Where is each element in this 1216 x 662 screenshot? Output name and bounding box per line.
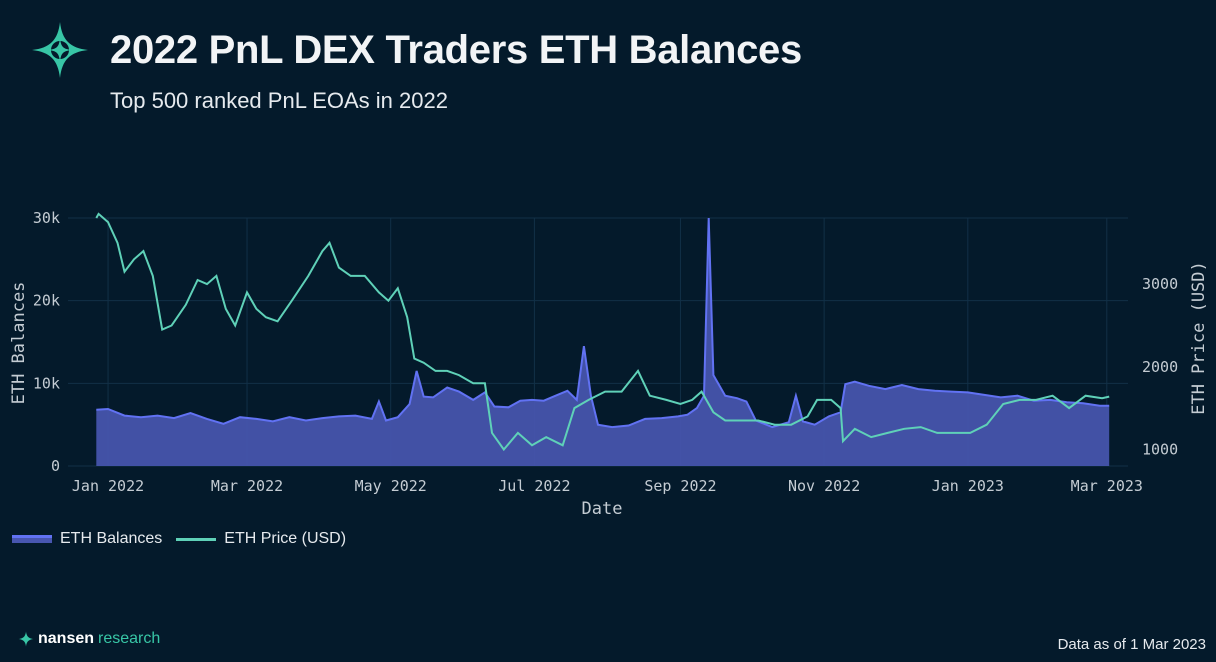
x-tick-label: Sep 2022 — [644, 477, 716, 495]
y-tick-label: 20k — [33, 292, 60, 310]
x-tick-label: Mar 2022 — [211, 477, 283, 495]
brand-suffix: research — [98, 630, 161, 647]
y-tick-label: 10k — [33, 374, 60, 392]
header — [30, 20, 90, 80]
y2-axis-title: ETH Price (USD) — [1189, 261, 1209, 415]
brand-name: nansen — [38, 630, 95, 647]
legend-item-price[interactable]: ETH Price (USD) — [176, 530, 346, 548]
x-tick-label: Jan 2023 — [932, 477, 1004, 495]
legend-item-balances[interactable]: ETH Balances — [12, 530, 162, 548]
y2-axis-ticks: 1000 2000 3000 — [1142, 275, 1178, 458]
y-tick-label: 0 — [51, 457, 60, 475]
y-axis-title: ETH Balances — [9, 282, 29, 405]
y2-tick-label: 1000 — [1142, 440, 1178, 458]
legend-label-balances: ETH Balances — [60, 530, 163, 547]
x-tick-label: Jan 2022 — [72, 477, 144, 495]
data-as-of-note: Data as of 1 Mar 2023 — [1057, 636, 1206, 653]
x-tick-label: Jul 2022 — [498, 477, 570, 495]
x-tick-label: May 2022 — [355, 477, 427, 495]
nansen-star-icon — [32, 22, 88, 78]
eth-balances-area — [96, 218, 1110, 466]
page-subtitle: Top 500 ranked PnL EOAs in 2022 — [110, 88, 448, 113]
nansen-brand-icon — [18, 631, 34, 647]
page-title: 2022 PnL DEX Traders ETH Balances — [110, 28, 802, 72]
x-tick-label: Mar 2023 — [1071, 477, 1143, 495]
legend-swatch-price — [176, 537, 217, 541]
y-tick-label: 30k — [33, 209, 60, 227]
chart-legend: ETH Balances ETH Price (USD) — [12, 530, 346, 548]
eth-balances-line — [96, 217, 1110, 429]
brand-logo: nansen research — [18, 630, 160, 648]
y2-tick-label: 3000 — [1142, 275, 1178, 293]
eth-price-line — [95, 212, 1110, 452]
legend-label-price: ETH Price (USD) — [224, 530, 347, 547]
x-tick-label: Nov 2022 — [788, 477, 860, 495]
x-axis-ticks: Jan 2022 Mar 2022 May 2022 Jul 2022 Sep 2022… — [72, 477, 1143, 495]
y2-tick-label: 2000 — [1142, 358, 1178, 376]
y-axis-ticks: 0 10k 20k 30k — [33, 209, 60, 475]
legend-swatch-balances — [12, 535, 52, 543]
x-axis-title: Date — [582, 499, 623, 519]
